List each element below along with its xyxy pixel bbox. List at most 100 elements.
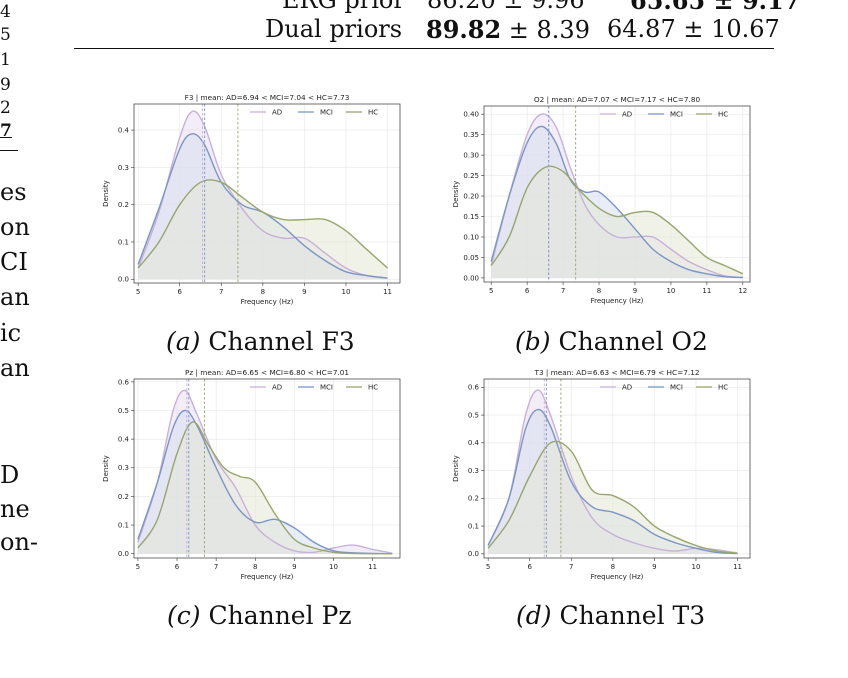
plot-frame [483, 378, 751, 559]
left-number: 1 [0, 50, 11, 70]
caption-text: Channel Pz [208, 601, 352, 630]
y-tick-label: 0.1 [468, 522, 479, 530]
y-tick-label: 0.05 [463, 254, 479, 262]
x-tick-label: 8 [611, 563, 615, 571]
y-tick-label: 0.40 [463, 111, 479, 119]
chart-pz: Pz | mean: AD=6.65 < MCI=6.80 < HC=7.01 5… [102, 368, 401, 581]
series-line-ad [137, 389, 393, 554]
series-line-hc [487, 440, 738, 554]
plot-frame [133, 378, 401, 559]
legend-label-ad: AD [622, 111, 632, 119]
y-tick-label: 0.0 [118, 550, 129, 558]
y-tick-label: 0.2 [468, 495, 479, 503]
series-line-ad [487, 389, 738, 554]
y-tick-label: 0.3 [118, 164, 129, 172]
left-rule [0, 150, 18, 151]
series-area-hc [137, 421, 393, 554]
left-text-fragment: es [0, 178, 27, 206]
table-row-prev-col2: 65.65 ± 9.17 [630, 0, 801, 15]
table-row-prev-col1: 86.20 ± 9.96 [427, 0, 585, 14]
x-tick-label: 5 [486, 563, 490, 571]
x-tick-label: 6 [527, 563, 532, 571]
chart-title: T3 | mean: AD=6.63 < MCI=6.79 < HC=7.12 [534, 368, 700, 377]
x-tick-label: 12 [738, 287, 747, 295]
chart-title: O2 | mean: AD=7.07 < MCI=7.17 < HC=7.80 [534, 95, 701, 104]
y-tick-label: 0.2 [118, 201, 129, 209]
legend-label-mci: MCI [670, 111, 683, 119]
caption-text: Channel F3 [208, 327, 355, 356]
left-text-fragment: D [0, 461, 20, 489]
x-axis-label: Frequency (Hz) [241, 573, 294, 581]
caption-c: (c) Channel Pz [167, 601, 352, 630]
table-bottom-rule [74, 48, 774, 49]
y-tick-label: 0.30 [463, 152, 479, 160]
caption-d: (d) Channel T3 [516, 601, 705, 630]
table-std: ± 8.39 [501, 16, 590, 44]
y-tick-label: 0.5 [118, 407, 129, 415]
x-tick-label: 11 [368, 563, 377, 571]
x-tick-label: 9 [302, 288, 306, 296]
caption-a: (a) Channel F3 [166, 327, 355, 356]
table-row-prev-label: ERG prior [282, 0, 405, 14]
x-tick-label: 11 [383, 288, 392, 296]
y-tick-label: 0.3 [118, 464, 129, 472]
caption-letter: (b) [515, 327, 551, 356]
x-tick-label: 5 [489, 287, 493, 295]
y-tick-label: 0.6 [118, 378, 130, 386]
legend-label-mci: MCI [320, 109, 333, 117]
y-tick-label: 0.2 [118, 493, 129, 501]
series-line-hc [137, 421, 393, 555]
x-tick-label: 9 [292, 563, 296, 571]
y-tick-label: 0.4 [468, 439, 480, 447]
y-tick-label: 0.0 [118, 276, 129, 284]
x-tick-label: 7 [569, 563, 573, 571]
legend-label-mci: MCI [670, 384, 683, 392]
series-line-mci [487, 408, 738, 555]
left-number: 9 [0, 75, 11, 95]
series-line-hc [137, 179, 388, 269]
x-axis-label: Frequency (Hz) [591, 297, 644, 305]
series-line-mci [490, 125, 743, 279]
x-tick-label: 6 [525, 287, 530, 295]
legend-label-hc: HC [718, 111, 728, 119]
caption-text: Channel O2 [558, 327, 708, 356]
x-tick-label: 11 [733, 563, 742, 571]
y-axis-label: Density [452, 181, 460, 208]
left-number: 2 [0, 98, 11, 118]
y-tick-label: 0.25 [463, 172, 479, 180]
x-axis-label: Frequency (Hz) [591, 573, 644, 581]
table-best-value: 89.82 [426, 15, 502, 44]
y-tick-label: 0.3 [468, 467, 479, 475]
x-tick-label: 7 [561, 287, 565, 295]
series-area-hc [138, 179, 388, 280]
y-tick-label: 0.0 [468, 550, 479, 558]
table-row-last-label: Dual priors [265, 15, 403, 43]
caption-text: Channel T3 [559, 601, 706, 630]
legend-label-ad: AD [272, 384, 282, 392]
chart-t3: T3 | mean: AD=6.63 < MCI=6.79 < HC=7.12 5… [452, 368, 751, 581]
y-axis-label: Density [102, 455, 110, 482]
x-tick-label: 6 [175, 563, 180, 571]
x-tick-label: 11 [702, 287, 711, 295]
y-tick-label: 0.4 [118, 127, 130, 135]
left-text-fragment: ic [0, 319, 22, 347]
caption-b: (b) Channel O2 [515, 327, 708, 356]
left-text-fragment: an [0, 283, 30, 311]
table-row-last-col1: 89.82 ± 8.39 [426, 15, 590, 44]
left-text-fragment: CI [0, 248, 28, 276]
table-row-last-col2: 64.87 ± 10.67 [607, 15, 780, 43]
y-tick-label: 0.6 [468, 384, 480, 392]
chart-title: F3 | mean: AD=6.94 < MCI=7.04 < HC=7.73 [185, 93, 350, 102]
series-line-ad [137, 110, 388, 279]
left-number: 7 [0, 121, 12, 141]
plot-frame [483, 105, 751, 283]
x-tick-label: 5 [136, 563, 140, 571]
chart-title: Pz | mean: AD=6.65 < MCI=6.80 < HC=7.01 [185, 368, 349, 377]
x-tick-label: 9 [652, 563, 656, 571]
legend-label-ad: AD [272, 109, 282, 117]
x-tick-label: 10 [692, 563, 701, 571]
legend-label-ad: AD [622, 384, 632, 392]
y-tick-label: 0.1 [118, 238, 129, 246]
left-text-fragment: an [0, 354, 30, 382]
y-tick-label: 0.15 [463, 213, 479, 221]
